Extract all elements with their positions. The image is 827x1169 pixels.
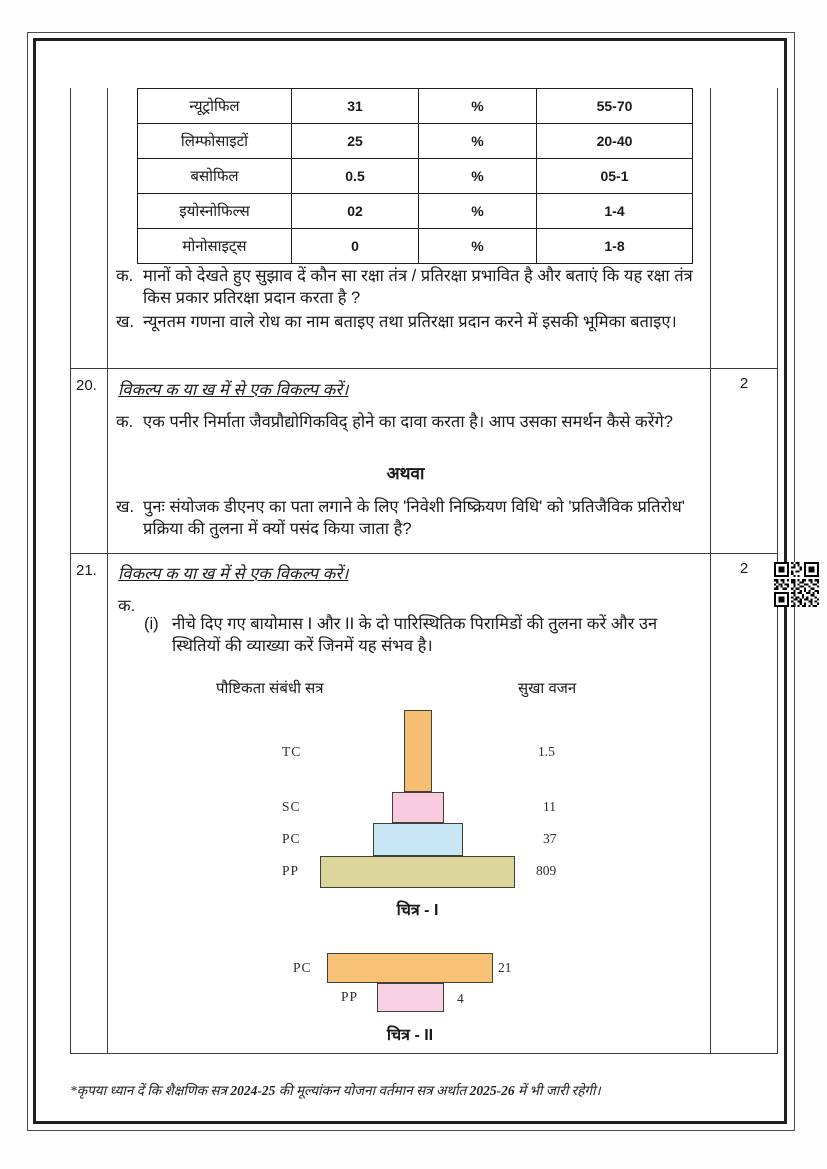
question-20-marks: 2 <box>710 369 778 553</box>
table-row: न्यूट्रोफिल 31 % 55-70 <box>137 88 693 124</box>
pyramid1-bar-pp <box>320 856 515 888</box>
pyramid1-label-pp: PP <box>282 863 300 878</box>
cell-unit: % <box>418 88 537 124</box>
cell-unit: % <box>418 228 537 264</box>
question-20-row: 20. विकल्प क या ख में से एक विकल्प करें।… <box>70 368 778 553</box>
cell-range: 1-4 <box>536 193 693 229</box>
question-21-instruction: विकल्प क या ख में से एक विकल्प करें। <box>118 565 349 583</box>
option-b-label: ख. <box>116 498 135 516</box>
question-19-options: क. मानों को देखते हुए सुझाव दें कौन सा र… <box>116 265 708 335</box>
figure2-caption: चित्र - II <box>386 1027 434 1044</box>
pyramid2-value-pc: 21 <box>498 960 512 975</box>
question-21-number: 21. <box>70 554 108 1054</box>
question-21-sub-i: (i) नीचे दिए गए बायोमास I और II के दो पा… <box>144 613 710 659</box>
pyramid1-bar-tc <box>404 710 432 792</box>
question-19-content: न्यूट्रोफिल 31 % 55-70 लिम्फोसाइटों 25 %… <box>108 88 710 368</box>
question-table: न्यूट्रोफिल 31 % 55-70 लिम्फोसाइटों 25 %… <box>70 88 778 1054</box>
option-b-text: न्यूनतम गणना वाले रोध का नाम बताइए तथा प… <box>143 313 677 332</box>
question-19-number-cell <box>70 88 108 368</box>
pyramid-figure-2: PC PP 21 4 चित्र - II <box>108 949 710 1055</box>
cell-name: न्यूट्रोफिल <box>137 88 292 124</box>
footer-segment: में भी जारी रहेगी। <box>514 1083 601 1098</box>
option-a-label: क. <box>116 413 134 431</box>
pyramid2-value-pp: 4 <box>457 991 464 1006</box>
table-row: बसोफिल 0.5 % 05-1 <box>137 158 693 194</box>
question-19-row: न्यूट्रोफिल 31 % 55-70 लिम्फोसाइटों 25 %… <box>70 88 778 368</box>
cell-value: 25 <box>291 123 419 159</box>
footer-note: *कृपया ध्यान दें कि शैक्षणिक सत्र 2024-2… <box>70 1081 750 1099</box>
option-a: क. मानों को देखते हुए सुझाव दें कौन सा र… <box>116 265 708 309</box>
cell-name: इयोस्नोफिल्स <box>137 193 292 229</box>
cell-value: 31 <box>291 88 419 124</box>
cell-range: 55-70 <box>536 88 693 124</box>
sub-question-text: नीचे दिए गए बायोमास I और II के दो पारिस्… <box>172 615 658 656</box>
qr-code-icon <box>774 562 819 607</box>
cell-name: मोनोसाइट्स <box>137 228 292 264</box>
pyramid1-value-pc: 37 <box>543 831 557 846</box>
figure1-header-right: सुखा वजन <box>518 680 577 697</box>
question-20-option-a: क. एक पनीर निर्माता जैवप्रौद्योगिकविद् ह… <box>116 411 708 435</box>
cell-unit: % <box>418 158 537 194</box>
cell-range: 05-1 <box>536 158 693 194</box>
cell-name: लिम्फोसाइटों <box>137 123 292 159</box>
figure1-header-left: पौष्टिकता संबंधी सत्र <box>216 680 324 697</box>
footer-year-2: 2025-26 <box>469 1083 515 1098</box>
question-19-marks-cell <box>710 88 778 368</box>
cell-range: 1-8 <box>536 228 693 264</box>
pyramid2-bar-pp <box>377 983 444 1012</box>
cell-name: बसोफिल <box>137 158 292 194</box>
option-a-label: क. <box>116 267 134 285</box>
or-separator: अथवा <box>386 464 425 483</box>
pyramid2-bar-pc <box>327 953 493 983</box>
cell-range: 20-40 <box>536 123 693 159</box>
blood-cell-table: न्यूट्रोफिल 31 % 55-70 लिम्फोसाइटों 25 %… <box>137 88 693 264</box>
footer-year-1: 2024-25 <box>230 1083 276 1098</box>
pyramid1-label-tc: TC <box>282 744 302 759</box>
option-a-label: क. <box>118 597 136 615</box>
option-b: ख. न्यूनतम गणना वाले रोध का नाम बताइए तथ… <box>116 311 708 333</box>
pyramid-figure-1: पौष्टिकता संबंधी सत्र सुखा वजन TC SC PC … <box>108 674 710 944</box>
cell-unit: % <box>418 193 537 229</box>
cell-value: 02 <box>291 193 419 229</box>
option-a-text: मानों को देखते हुए सुझाव दें कौन सा रक्ष… <box>143 267 693 308</box>
pyramid1-label-sc: SC <box>282 799 301 814</box>
cell-unit: % <box>418 123 537 159</box>
pyramid1-label-pc: PC <box>282 831 301 846</box>
option-b-label: ख. <box>116 313 135 332</box>
table-row: लिम्फोसाइटों 25 % 20-40 <box>137 123 693 159</box>
pyramid1-value-sc: 11 <box>543 799 556 814</box>
footer-segment: *कृपया ध्यान दें कि शैक्षणिक सत्र <box>70 1083 231 1098</box>
option-b-text: पुनः संयोजक डीएनए का पता लगाने के लिए 'न… <box>143 498 685 539</box>
pyramid2-label-pp: PP <box>341 989 359 1004</box>
question-21-marks: 2 <box>710 554 778 1054</box>
sub-question-label: (i) <box>144 615 159 633</box>
question-21-row: 21. विकल्प क या ख में से एक विकल्प करें।… <box>70 553 778 1054</box>
pyramid1-bar-pc <box>373 823 463 856</box>
option-a-text: एक पनीर निर्माता जैवप्रौद्योगिकविद् होने… <box>143 413 673 431</box>
question-20-number: 20. <box>70 369 108 553</box>
figure1-caption: चित्र - I <box>396 902 439 919</box>
footer-segment: की मूल्यांकन योजना वर्तमान सत्र अर्थात <box>275 1083 470 1098</box>
question-20-instruction: विकल्प क या ख में से एक विकल्प करें। <box>118 381 349 399</box>
pyramid1-bar-sc <box>392 792 444 823</box>
question-20-content: विकल्प क या ख में से एक विकल्प करें। क. … <box>108 369 710 553</box>
pyramid2-label-pc: PC <box>293 960 312 975</box>
cell-value: 0.5 <box>291 158 419 194</box>
pyramid1-value-tc: 1.5 <box>538 744 555 759</box>
cell-value: 0 <box>291 228 419 264</box>
table-row: इयोस्नोफिल्स 02 % 1-4 <box>137 193 693 229</box>
table-row: मोनोसाइट्स 0 % 1-8 <box>137 228 693 264</box>
question-21-content: विकल्प क या ख में से एक विकल्प करें। क. … <box>108 554 710 1054</box>
pyramid1-value-pp: 809 <box>536 863 557 878</box>
question-20-option-b: ख. पुनः संयोजक डीएनए का पता लगाने के लिए… <box>116 496 708 542</box>
